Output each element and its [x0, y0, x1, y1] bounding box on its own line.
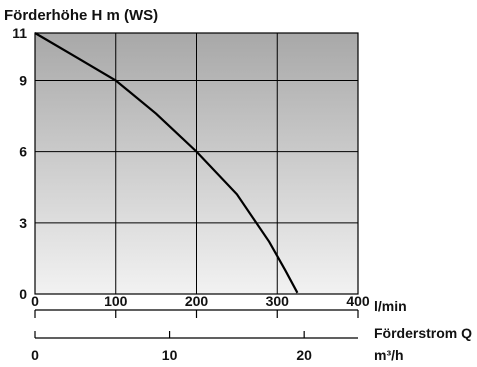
x-tick-label-secondary: 10	[162, 347, 178, 363]
y-tick-label: 11	[12, 25, 27, 41]
y-tick-label: 6	[19, 144, 27, 160]
y-tick-label: 0	[19, 286, 27, 302]
x-axis-secondary: 0 10 20	[31, 331, 358, 363]
x-tick-label-primary: 100	[104, 293, 128, 309]
y-tick-label: 9	[19, 72, 27, 88]
y-tick-label: 3	[19, 215, 27, 231]
x-axis-title: Förderstrom Q	[374, 325, 472, 341]
pump-curve-line	[34, 32, 299, 294]
x-tick-label-primary: 400	[346, 293, 370, 309]
x-tick-label-secondary: 20	[296, 347, 312, 363]
x-tick-label-primary: 300	[266, 293, 290, 309]
x-tick-label-secondary: 0	[31, 347, 39, 363]
x-tick-label-primary: 200	[185, 293, 209, 309]
y-tick-labels: 0 3 6 9 11	[12, 25, 27, 302]
y-axis-title: Förderhöhe H m (WS)	[4, 7, 158, 24]
x-unit-secondary-label: m³/h	[374, 347, 404, 363]
x-tick-label-primary: 0	[31, 293, 39, 309]
x-unit-primary-label: l/min	[374, 298, 407, 314]
x-axis-primary: 0 100 200 300 400	[31, 293, 370, 318]
